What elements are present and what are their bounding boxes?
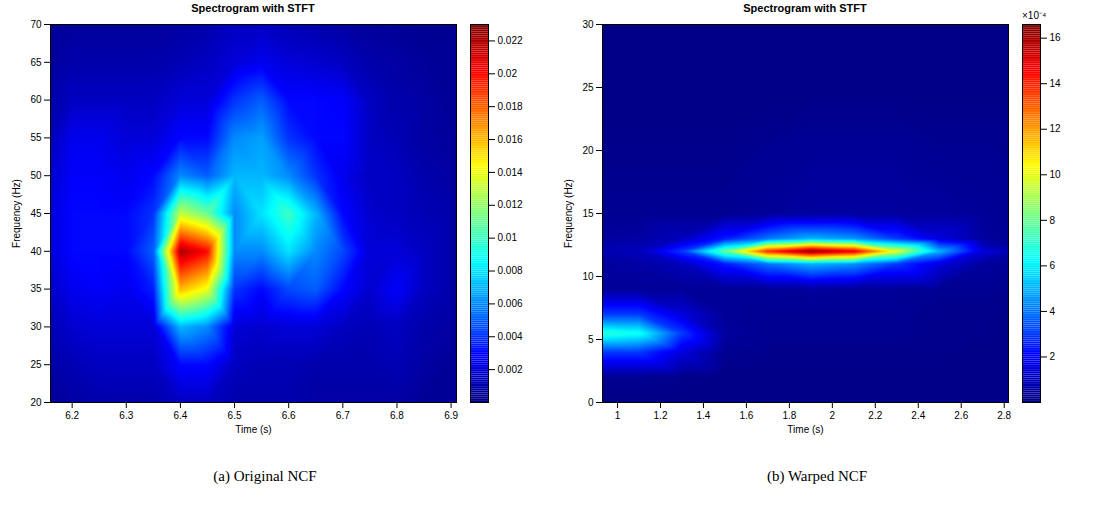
svg-text:45: 45 [30, 208, 42, 219]
svg-text:1.6: 1.6 [739, 410, 753, 421]
svg-text:65: 65 [30, 57, 42, 68]
svg-text:0.012: 0.012 [498, 199, 523, 210]
svg-text:8: 8 [1050, 215, 1056, 226]
svg-text:2.6: 2.6 [954, 410, 968, 421]
svg-text:0.022: 0.022 [498, 35, 523, 46]
svg-text:2: 2 [1050, 351, 1056, 362]
svg-text:70: 70 [30, 19, 42, 30]
svg-text:5: 5 [588, 334, 594, 345]
html-text:(a) Original NCF: (a) Original NCF [213, 468, 317, 484]
svg-text:30: 30 [582, 19, 594, 30]
html-text:×10⁻⁴: ×10⁻⁴ [1022, 10, 1047, 21]
svg-text:0.006: 0.006 [498, 298, 523, 309]
svg-text:6.7: 6.7 [336, 410, 350, 421]
svg-text:2.4: 2.4 [911, 410, 925, 421]
svg-text:60: 60 [30, 94, 42, 105]
svg-text:1.4: 1.4 [697, 410, 711, 421]
svg-text:30: 30 [30, 321, 42, 332]
svg-text:Frequency (Hz): Frequency (Hz) [563, 179, 574, 248]
svg-text:6: 6 [1050, 260, 1056, 271]
svg-text:1.8: 1.8 [782, 410, 796, 421]
html-text:(b) Warped NCF: (b) Warped NCF [766, 468, 868, 484]
svg-text:1: 1 [615, 410, 621, 421]
svg-text:14: 14 [1050, 78, 1062, 89]
svg-text:25: 25 [30, 359, 42, 370]
svg-text:16: 16 [1050, 32, 1062, 43]
svg-text:1.2: 1.2 [654, 410, 668, 421]
html-text:Spectrogram with STFT: Spectrogram with STFT [191, 2, 315, 14]
svg-text:4: 4 [1050, 306, 1056, 317]
svg-text:0.002: 0.002 [498, 364, 523, 375]
svg-text:0.02: 0.02 [498, 68, 518, 79]
svg-text:35: 35 [30, 283, 42, 294]
svg-text:0.018: 0.018 [498, 101, 523, 112]
svg-text:6.5: 6.5 [228, 410, 242, 421]
svg-text:2: 2 [830, 410, 836, 421]
svg-text:20: 20 [582, 145, 594, 156]
svg-text:6.9: 6.9 [444, 410, 458, 421]
svg-text:Frequency (Hz): Frequency (Hz) [11, 179, 22, 248]
svg-text:0.014: 0.014 [498, 167, 523, 178]
svg-text:0.008: 0.008 [498, 265, 523, 276]
svg-text:55: 55 [30, 132, 42, 143]
svg-text:12: 12 [1050, 123, 1062, 134]
svg-text:10: 10 [582, 271, 594, 282]
svg-text:6.3: 6.3 [119, 410, 133, 421]
svg-text:50: 50 [30, 170, 42, 181]
svg-text:10: 10 [1050, 169, 1062, 180]
svg-text:Time (s): Time (s) [235, 424, 271, 435]
svg-text:0.016: 0.016 [498, 134, 523, 145]
svg-text:40: 40 [30, 246, 42, 257]
svg-text:0.004: 0.004 [498, 331, 523, 342]
svg-text:15: 15 [582, 208, 594, 219]
svg-text:0: 0 [588, 397, 594, 408]
svg-text:0.01: 0.01 [498, 232, 518, 243]
svg-text:6.8: 6.8 [390, 410, 404, 421]
svg-text:6.4: 6.4 [173, 410, 187, 421]
svg-text:6.6: 6.6 [282, 410, 296, 421]
svg-text:25: 25 [582, 82, 594, 93]
svg-text:2.8: 2.8 [997, 410, 1011, 421]
svg-text:Time (s): Time (s) [787, 424, 823, 435]
svg-text:20: 20 [30, 397, 42, 408]
svg-text:6.2: 6.2 [65, 410, 79, 421]
html-text:Spectrogram with STFT: Spectrogram with STFT [743, 2, 867, 14]
svg-text:2.2: 2.2 [868, 410, 882, 421]
